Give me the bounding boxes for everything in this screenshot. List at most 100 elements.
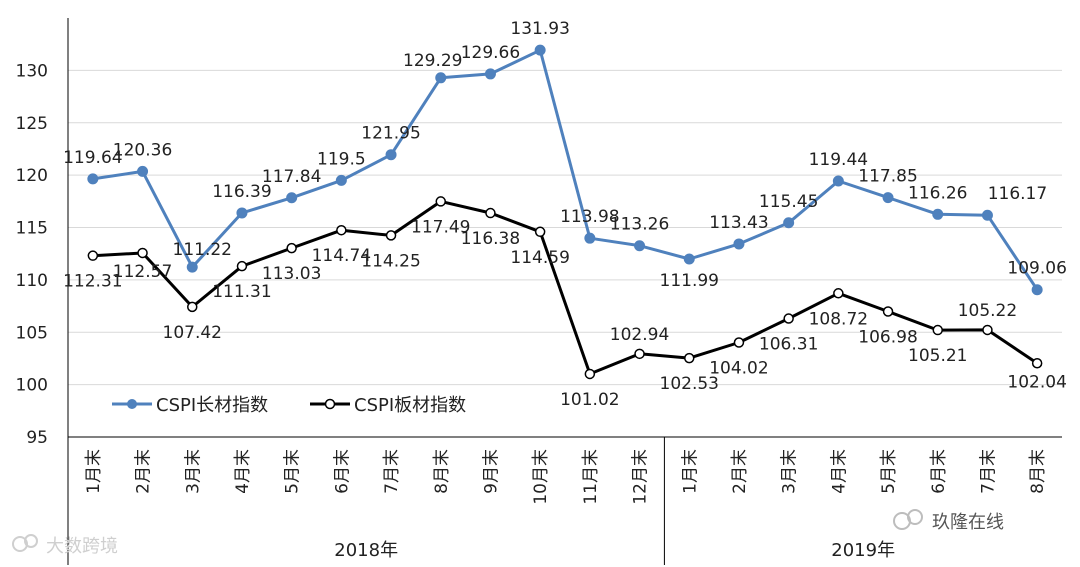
x-tick-label: 2月末 (134, 449, 154, 494)
x-tick-label: 6月末 (929, 449, 949, 494)
data-label: 119.64 (63, 148, 122, 168)
data-label: 107.42 (163, 323, 222, 343)
data-point (1031, 358, 1043, 369)
axes (67, 18, 1062, 565)
x-tick-label: 3月末 (183, 449, 203, 494)
data-label: 119.5 (317, 149, 366, 169)
data-label: 112.57 (113, 262, 172, 282)
data-point (286, 192, 298, 204)
data-point (733, 337, 745, 348)
data-point (435, 196, 446, 207)
watermark-left: 大数跨境 (46, 536, 118, 557)
series-line-1 (92, 48, 1039, 291)
legend-marker (127, 399, 137, 409)
gridlines (68, 69, 1062, 386)
data-label: 101.02 (560, 390, 619, 410)
data-point (137, 165, 149, 177)
x-axis: 1月末 2月末 3月末 4月末 5月末 6月末 7月末 8月末 9月末 10月末 11月末 12月末 1… (84, 437, 1048, 565)
data-label: 106.31 (759, 335, 818, 355)
x-tick-label: 11月末 (581, 449, 601, 505)
y-tick-label: 130 (16, 61, 48, 81)
data-point (485, 207, 496, 219)
data-label: 116.38 (461, 229, 520, 249)
x-group-label: 2019年 (831, 540, 895, 561)
data-point (534, 226, 546, 238)
data-label: 120.36 (113, 140, 172, 160)
y-tick-label: 110 (16, 271, 48, 291)
data-point (783, 217, 795, 229)
data-point (336, 224, 347, 236)
data-label: 114.25 (361, 251, 420, 271)
data-point (733, 238, 745, 250)
data-label: 117.84 (262, 167, 321, 187)
x-tick-label: 8月末 (432, 449, 452, 494)
data-point (981, 209, 993, 221)
x-tick-label: 1月末 (84, 449, 104, 494)
data-label: 111.22 (173, 240, 232, 260)
y-tick-label: 115 (16, 219, 48, 239)
data-label: 111.99 (660, 271, 719, 291)
data-point (385, 230, 397, 241)
data-label: 102.04 (1007, 372, 1066, 392)
data-label: 116.39 (212, 182, 271, 202)
x-tick-label: 9月末 (481, 449, 501, 494)
data-label: 108.72 (809, 309, 868, 329)
data-point (584, 232, 596, 244)
legend-label: CSPI长材指数 (156, 395, 268, 416)
data-point (1031, 284, 1043, 296)
data-point (683, 253, 695, 265)
x-tick-label: 1月末 (680, 449, 700, 494)
x-tick-label: 5月末 (879, 449, 899, 494)
data-point (435, 72, 447, 84)
y-tick-label: 100 (16, 376, 48, 396)
data-point (634, 240, 646, 252)
data-label: 114.59 (510, 248, 569, 268)
legend: CSPI长材指数 CSPI板材指数 (112, 395, 466, 416)
x-tick-label: 6月末 (332, 449, 352, 494)
data-point (236, 260, 248, 272)
data-point (832, 175, 844, 187)
x-tick-label: 10月末 (531, 449, 551, 505)
x-tick-label: 4月末 (233, 449, 253, 494)
data-point (982, 324, 993, 336)
watermark-right: 玖隆在线 (932, 512, 1004, 533)
x-group-label: 2018年 (334, 540, 398, 561)
data-label: 116.26 (908, 183, 967, 203)
data-point (684, 352, 695, 364)
data-label: 129.29 (403, 51, 462, 71)
data-label: 104.02 (709, 359, 768, 379)
y-tick-label: 95 (26, 428, 48, 448)
data-point (783, 313, 794, 324)
data-label: 119.44 (809, 150, 868, 170)
data-label: 113.98 (560, 207, 619, 227)
data-point (236, 207, 248, 219)
data-label: 113.03 (262, 264, 321, 284)
data-point (932, 208, 944, 220)
data-label: 105.22 (958, 301, 1017, 321)
y-tick-label: 105 (16, 323, 48, 343)
data-label: 115.45 (759, 192, 818, 212)
data-label: 117.85 (858, 167, 917, 187)
data-label: 129.66 (461, 43, 520, 63)
data-point (484, 68, 496, 80)
data-label: 117.49 (411, 217, 470, 237)
data-point (833, 288, 844, 299)
data-point (882, 192, 894, 204)
data-label: 112.31 (63, 272, 122, 292)
data-label: 111.31 (212, 282, 271, 302)
data-label: 121.95 (361, 124, 420, 144)
x-tick-label: 5月末 (283, 449, 303, 494)
data-label: 102.53 (660, 374, 719, 394)
legend-label: CSPI板材指数 (354, 395, 466, 416)
data-point (584, 368, 596, 380)
series-lines (87, 44, 1043, 380)
data-point (87, 250, 99, 261)
data-label: 109.06 (1007, 259, 1066, 279)
data-point (137, 247, 148, 259)
data-label: 116.17 (988, 184, 1047, 204)
data-label: 113.43 (709, 213, 768, 233)
data-label: 105.21 (908, 346, 967, 366)
data-point (932, 324, 943, 336)
y-tick-label: 125 (16, 114, 48, 134)
